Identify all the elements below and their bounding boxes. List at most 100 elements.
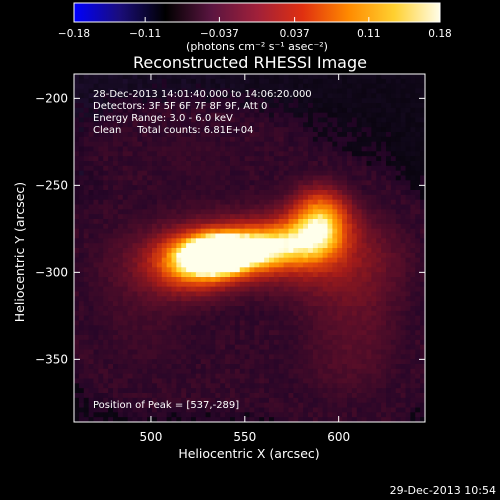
heatmap-cell (122, 252, 129, 259)
heatmap-cell (376, 204, 382, 210)
heatmap-cell (303, 117, 309, 123)
heatmap-cell (395, 301, 402, 307)
heatmap-cell (152, 199, 158, 205)
heatmap-cell (264, 151, 270, 157)
heatmap-cell (332, 209, 338, 215)
heatmap-cell (152, 117, 158, 123)
heatmap-cell (137, 291, 143, 297)
heatmap-cell (381, 335, 387, 341)
heatmap-cell (98, 127, 104, 133)
heatmap-cell (234, 291, 241, 297)
heatmap-cell (351, 378, 358, 384)
heatmap-cell (356, 74, 363, 80)
heatmap-cell (152, 146, 158, 152)
heatmap-cell (191, 393, 197, 399)
heatmap-cell (83, 209, 90, 215)
heatmap-cell (93, 199, 99, 205)
heatmap-cell (400, 175, 406, 181)
heatmap-cell (366, 277, 372, 283)
heatmap-cell (337, 74, 343, 80)
heatmap-cell (156, 170, 163, 176)
heatmap-cell (220, 228, 226, 234)
heatmap-cell (191, 117, 197, 123)
heatmap-cell (259, 194, 265, 201)
heatmap-cell (98, 267, 104, 273)
heatmap-cell (234, 339, 241, 346)
heatmap-cell (381, 185, 387, 191)
heatmap-cell (420, 257, 426, 263)
heatmap-cell (142, 248, 148, 254)
heatmap-cell (122, 243, 129, 249)
heatmap-cell (132, 267, 138, 273)
heatmap-cell (278, 127, 285, 133)
heatmap-cell (420, 161, 426, 167)
heatmap-cell (390, 132, 397, 138)
heatmap-cell (322, 373, 328, 379)
heatmap-cell (371, 291, 377, 297)
heatmap-cell (239, 185, 246, 191)
heatmap-cell (156, 88, 163, 94)
heatmap-cell (88, 368, 94, 375)
heatmap-cell (351, 175, 358, 181)
heatmap-cell (132, 161, 138, 167)
heatmap-cell (200, 194, 207, 201)
heatmap-cell (103, 252, 109, 259)
heatmap-cell (317, 107, 324, 114)
heatmap-cell (113, 93, 119, 99)
heatmap-cell (332, 83, 338, 89)
heatmap-cell (288, 393, 294, 399)
heatmap-cell (152, 325, 158, 331)
heatmap-cell (298, 209, 304, 215)
heatmap-cell (293, 373, 299, 379)
heatmap-cell (210, 199, 216, 205)
heatmap-cell (420, 204, 426, 210)
heatmap-cell (249, 378, 255, 384)
heatmap-cell (395, 354, 402, 360)
heatmap-cell (283, 354, 289, 360)
heatmap-cell (278, 402, 285, 408)
heatmap-cell (142, 233, 148, 239)
heatmap-cell (122, 364, 129, 370)
heatmap-cell (308, 103, 314, 109)
heatmap-cell (390, 194, 397, 201)
heatmap-cell (356, 141, 363, 147)
heatmap-cell (230, 185, 236, 191)
heatmap-cell (273, 238, 280, 244)
heatmap-cell (156, 194, 163, 201)
heatmap-cell (161, 281, 168, 288)
heatmap-cell (210, 243, 216, 249)
heatmap-cell (371, 112, 377, 118)
heatmap-cell (186, 233, 192, 239)
heatmap-cell (83, 180, 90, 186)
heatmap-cell (366, 190, 372, 196)
heatmap-cell (269, 132, 275, 138)
heatmap-cell (415, 257, 421, 263)
heatmap-cell (366, 243, 372, 249)
heatmap-cell (239, 325, 246, 331)
heatmap-cell (308, 272, 314, 278)
heatmap-cell (200, 281, 207, 288)
heatmap-cell (278, 136, 285, 143)
heatmap-cell (98, 146, 104, 152)
heatmap-cell (351, 136, 358, 143)
heatmap-cell (166, 238, 172, 244)
heatmap-cell (278, 281, 285, 288)
heatmap-cell (308, 199, 314, 205)
heatmap-cell (420, 344, 426, 350)
heatmap-cell (117, 199, 124, 205)
heatmap-cell (400, 98, 406, 104)
heatmap-cell (78, 378, 85, 384)
heatmap-cell (351, 252, 358, 259)
heatmap-cell (83, 388, 90, 394)
heatmap-cell (78, 233, 85, 239)
heatmap-cell (381, 132, 387, 138)
heatmap-cell (390, 397, 397, 404)
heatmap-cell (317, 78, 324, 85)
heatmap-cell (108, 175, 114, 181)
heatmap-cell (269, 122, 275, 128)
heatmap-cell (220, 252, 226, 259)
heatmap-cell (293, 402, 299, 408)
heatmap-cell (220, 359, 226, 365)
heatmap-cell (108, 402, 114, 408)
heatmap-cell (244, 219, 250, 225)
